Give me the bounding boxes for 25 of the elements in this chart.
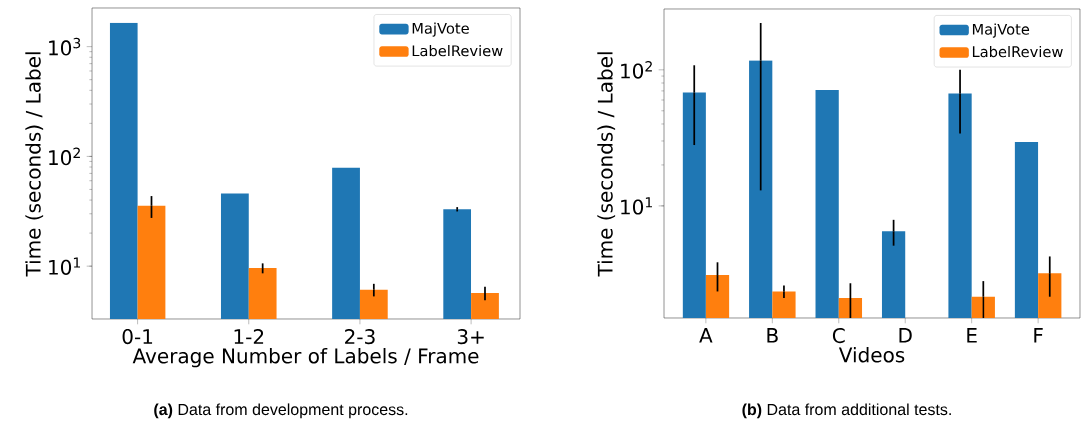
text: (b) Data from additional tests. [742, 403, 951, 419]
x-tick-label: E [967, 328, 977, 343]
y-tick-label: 10$^{3}$ [49, 37, 81, 56]
legend-label: MajVote [412, 22, 469, 37]
x-tick-label: 3+ [457, 329, 484, 345]
y-tick-label: 10$^{2}$ [49, 147, 80, 166]
x-axis-title: Videos [838, 346, 905, 363]
x-tick-label: D [899, 328, 912, 343]
legend-label: MajVote [972, 23, 1030, 38]
y-tick-label: 10$^{1}$ [49, 257, 81, 275]
x-tick-label: A [699, 328, 713, 343]
x-tick-label: F [1034, 328, 1043, 343]
x-tick-label: 1-2 [234, 329, 264, 344]
y-axis-title: Time (seconds) / Label [25, 52, 44, 277]
text: (a) Data from development process. [154, 403, 408, 419]
legend-label: LabelReview [972, 45, 1063, 58]
y-axis-title: Time (seconds) / Label [597, 52, 616, 277]
x-tick-label: 2-3 [345, 329, 375, 345]
y-tick-label: 10$^{1}$ [621, 197, 652, 215]
y-tick-label: 10$^{2}$ [621, 61, 652, 79]
x-tick-label: 0-1 [122, 329, 153, 345]
legend-label: LabelReview [412, 44, 503, 57]
x-axis-title: Average Number of Labels / Frame [132, 347, 479, 368]
x-tick-label: C [832, 328, 845, 344]
x-tick-label: B [767, 328, 778, 343]
